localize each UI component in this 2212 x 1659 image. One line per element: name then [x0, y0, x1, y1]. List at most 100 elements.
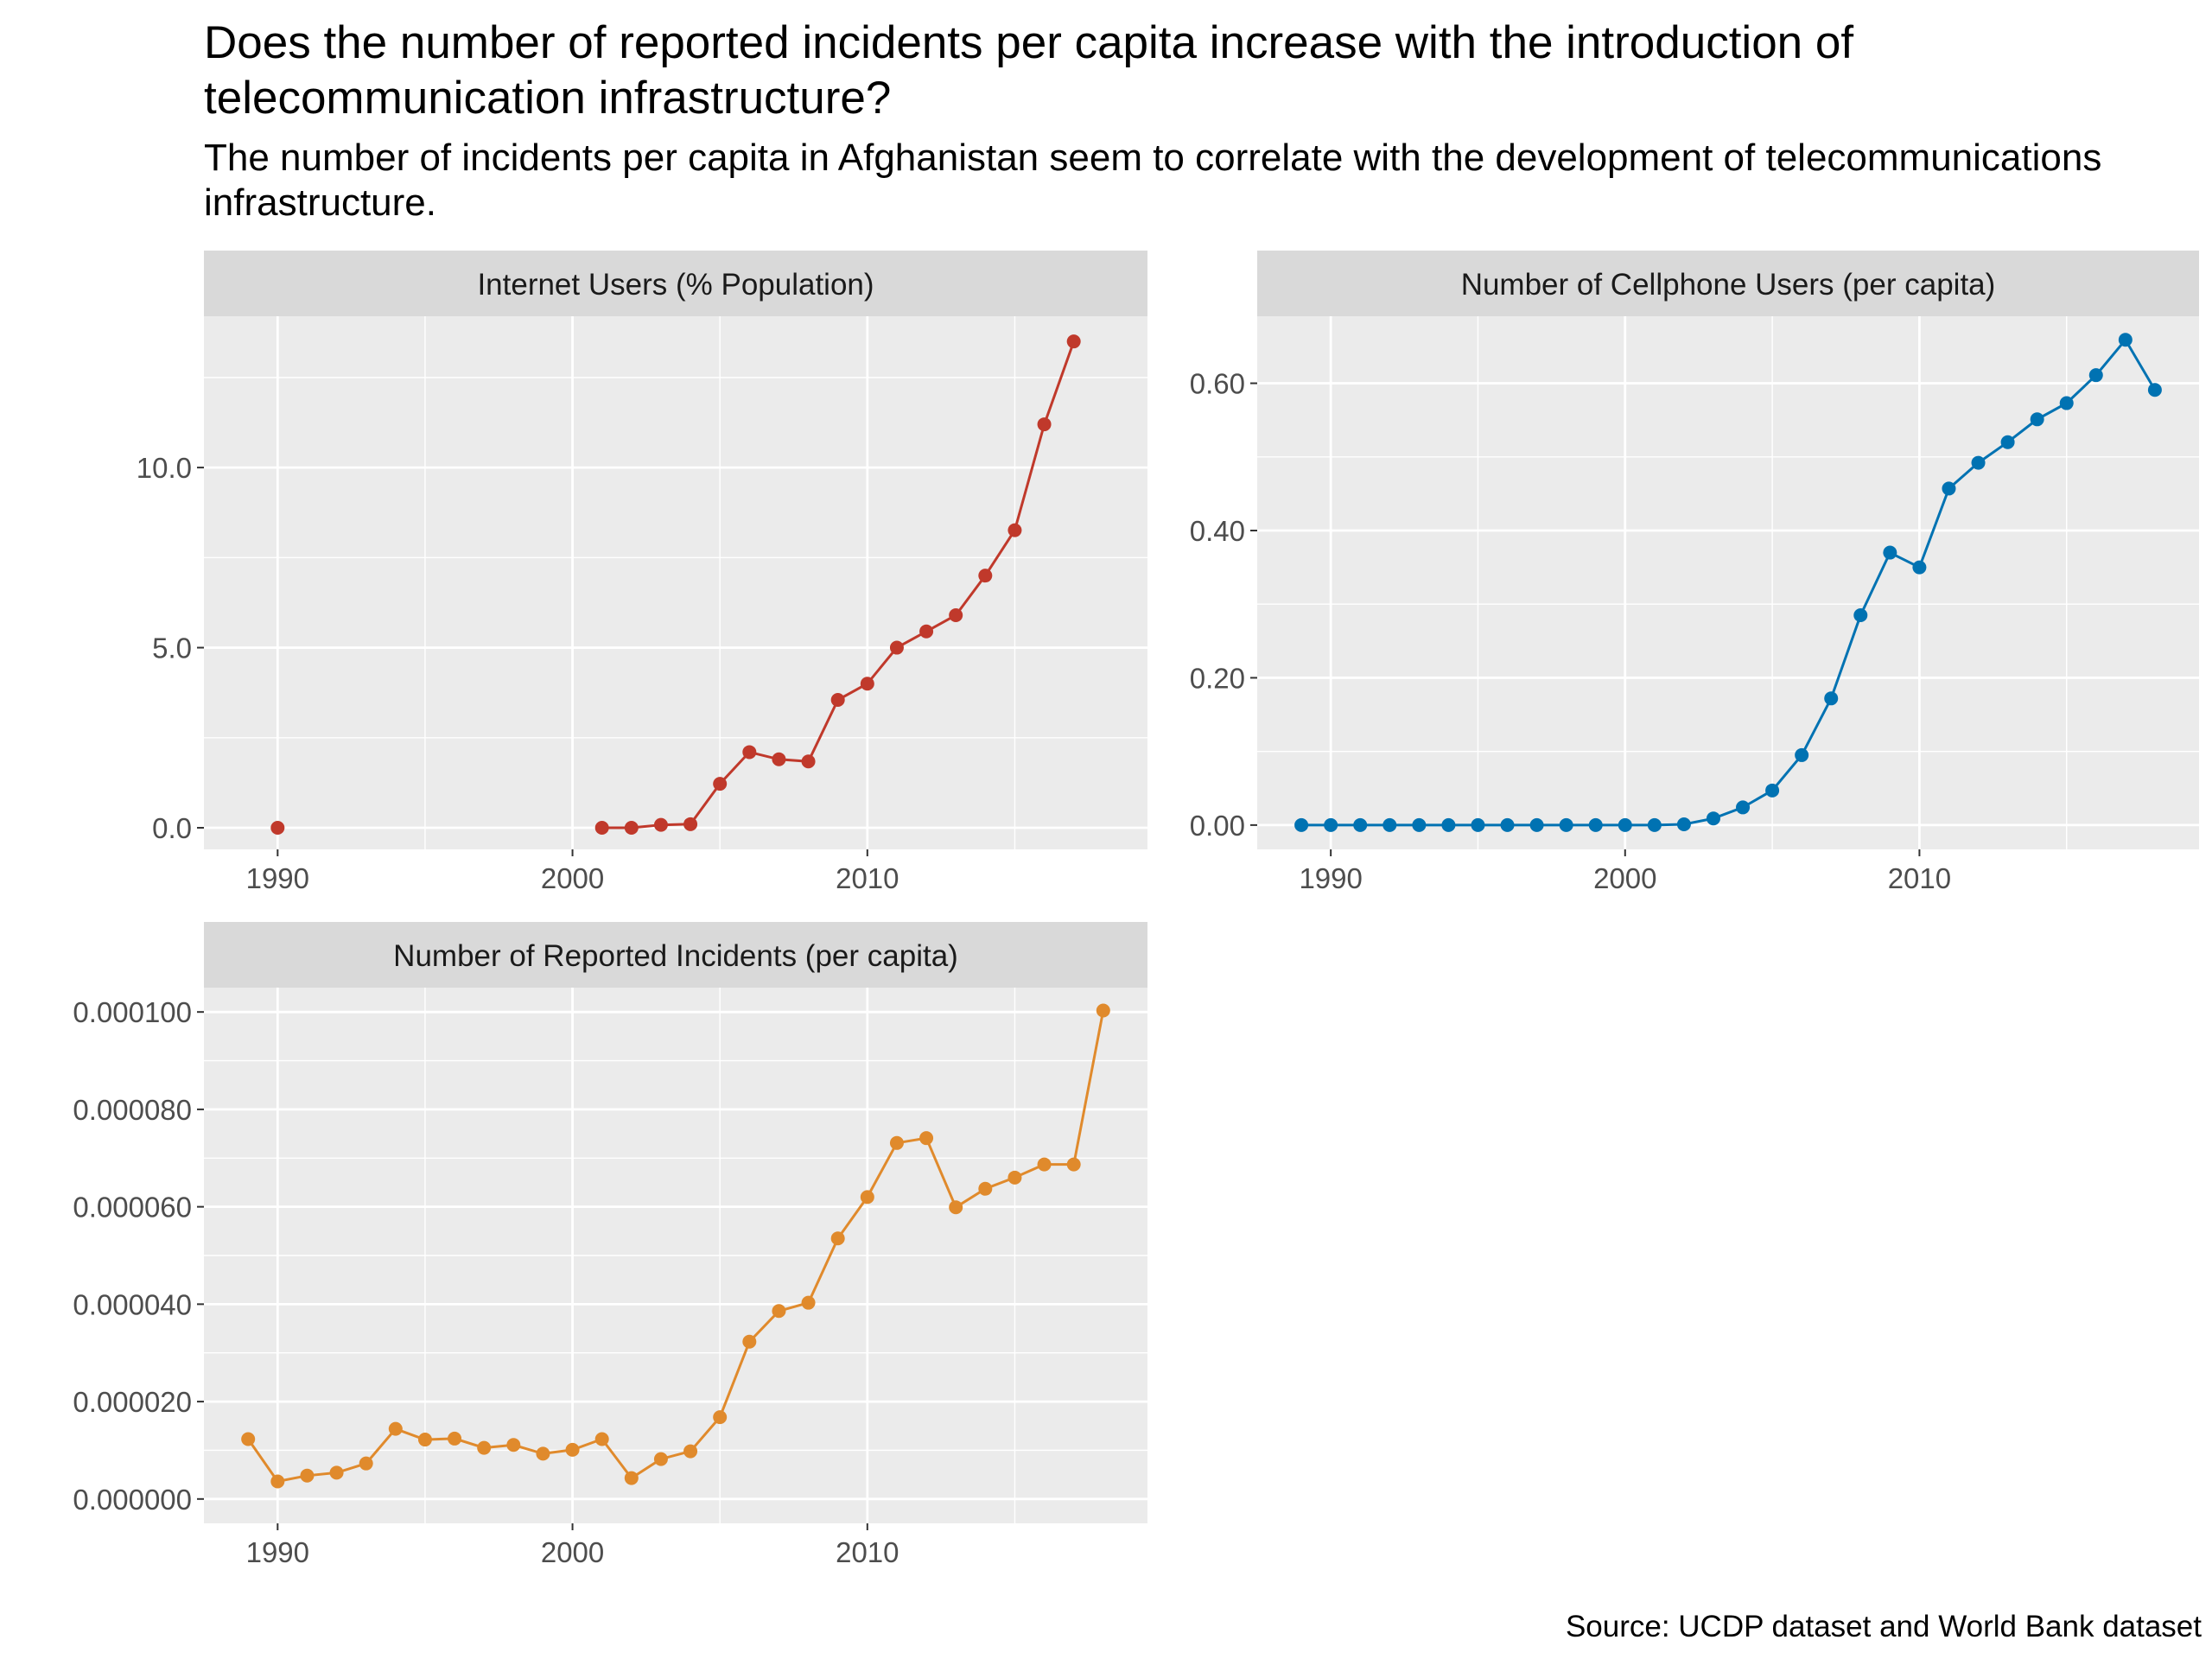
data-point [1471, 817, 1485, 832]
x-tick-label: 2000 [1593, 862, 1656, 894]
data-point [683, 1444, 698, 1459]
data-point [270, 820, 285, 835]
y-tick-label: 0.00 [1190, 810, 1245, 842]
data-point [2030, 412, 2044, 427]
data-point [1066, 334, 1081, 349]
data-point [359, 1456, 373, 1471]
y-tick-label: 0.000000 [73, 1484, 192, 1516]
y-tick-label: 0.20 [1190, 662, 1245, 694]
data-point [448, 1431, 462, 1446]
data-point [801, 754, 816, 769]
data-point [860, 677, 874, 691]
data-point [1971, 455, 1986, 470]
data-point [1912, 560, 1927, 575]
data-point [2000, 435, 2015, 449]
data-point [1588, 817, 1603, 832]
panel-background [1257, 316, 2199, 849]
data-point [1676, 817, 1691, 832]
facet-panel-3: Number of Reported Incidents (per capita… [73, 922, 1147, 1568]
data-point [1942, 481, 1956, 496]
data-point [653, 1452, 668, 1466]
data-point [594, 820, 609, 835]
data-point [1007, 523, 1022, 537]
panel-background [204, 316, 1147, 849]
data-point [830, 1231, 845, 1246]
data-point [653, 817, 668, 832]
data-point [2059, 396, 2074, 410]
data-point [624, 820, 639, 835]
chart-subtitle: The number of incidents per capita in Af… [204, 137, 2102, 224]
strip-background [204, 922, 1147, 988]
data-point [1706, 811, 1720, 826]
data-point [978, 569, 993, 583]
data-point [1795, 747, 1809, 762]
x-tick-label: 1990 [246, 862, 309, 894]
data-point [1007, 1170, 1022, 1185]
data-point [594, 1432, 609, 1446]
y-tick-label: 0.60 [1190, 368, 1245, 400]
data-point [1066, 1157, 1081, 1172]
data-point [388, 1421, 403, 1436]
data-point [683, 817, 698, 831]
data-point [300, 1468, 315, 1483]
chart-title: Does the number of reported incidents pe… [204, 17, 1854, 124]
data-point [1559, 817, 1573, 832]
data-point [1500, 817, 1515, 832]
data-point [772, 1304, 786, 1319]
data-point [1853, 607, 1868, 622]
strip-title: Internet Users (% Population) [477, 268, 874, 302]
data-point [1765, 783, 1780, 798]
data-point [949, 1200, 963, 1215]
y-tick-label: 0.0 [152, 812, 192, 844]
data-point [624, 1471, 639, 1485]
y-tick-label: 10.0 [137, 452, 192, 484]
data-point [919, 1131, 934, 1146]
data-point [949, 608, 963, 623]
data-point [1353, 817, 1368, 832]
strip-background [1257, 251, 2199, 316]
data-point [1647, 817, 1662, 832]
source-caption: Source: UCDP dataset and World Bank data… [1565, 1610, 2202, 1643]
x-tick-label: 2010 [836, 1536, 899, 1568]
y-tick-label: 0.000060 [73, 1192, 192, 1224]
data-point [1736, 800, 1751, 815]
strip-background [204, 251, 1147, 316]
data-point [1037, 417, 1052, 432]
data-point [477, 1440, 492, 1455]
data-point [270, 1474, 285, 1489]
data-point [241, 1432, 256, 1446]
data-point [1412, 817, 1427, 832]
data-point [1883, 545, 1897, 560]
data-point [742, 1334, 757, 1349]
data-point [772, 752, 786, 766]
data-point [417, 1433, 432, 1447]
y-tick-label: 0.000020 [73, 1386, 192, 1418]
data-point [1037, 1157, 1052, 1172]
x-tick-label: 2000 [541, 1536, 604, 1568]
x-tick-label: 2010 [836, 862, 899, 894]
y-tick-label: 0.000080 [73, 1094, 192, 1126]
x-tick-label: 1990 [1299, 862, 1362, 894]
data-point [565, 1442, 580, 1457]
data-point [860, 1190, 874, 1205]
data-point [1382, 817, 1397, 832]
data-point [978, 1181, 993, 1196]
data-point [889, 1135, 904, 1150]
data-point [329, 1465, 344, 1480]
y-tick-label: 0.40 [1190, 515, 1245, 547]
y-tick-label: 5.0 [152, 632, 192, 664]
data-point [713, 777, 728, 791]
x-tick-label: 2000 [541, 862, 604, 894]
data-point [1096, 1003, 1110, 1018]
data-point [919, 624, 934, 639]
data-point [1618, 817, 1632, 832]
strip-title: Number of Cellphone Users (per capita) [1461, 268, 1996, 302]
data-point [1294, 817, 1309, 832]
data-point [830, 692, 845, 707]
data-point [801, 1295, 816, 1310]
data-point [1324, 817, 1338, 832]
y-tick-label: 0.000040 [73, 1288, 192, 1320]
data-point [2147, 383, 2162, 397]
data-point [1441, 817, 1456, 832]
